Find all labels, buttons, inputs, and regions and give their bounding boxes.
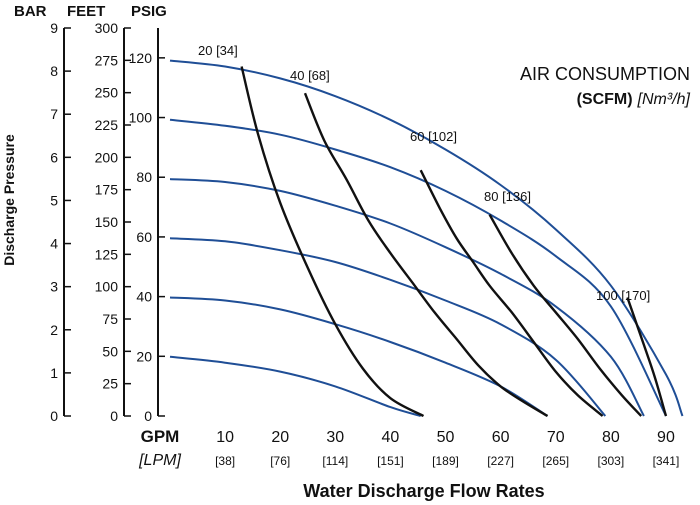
x-tick-label-lpm: [227] bbox=[487, 454, 514, 468]
x-tick-label-gpm: 40 bbox=[382, 429, 400, 446]
y-tick-label: 9 bbox=[50, 20, 58, 36]
air-consumption-curve bbox=[303, 92, 549, 418]
y-tick-label: 2 bbox=[50, 322, 58, 338]
y-tick-label: 7 bbox=[50, 106, 58, 122]
legend-line-1: AIR CONSUMPTION bbox=[520, 64, 690, 84]
pressure-curves bbox=[169, 59, 684, 417]
y-tick-label: 60 bbox=[136, 229, 152, 245]
pressure-curve bbox=[169, 355, 421, 417]
air-curve-label: 20 [34] bbox=[198, 43, 238, 58]
x-tick-label-gpm: 10 bbox=[216, 429, 234, 446]
y-tick-label: 150 bbox=[95, 214, 119, 230]
axis-header: FEET bbox=[67, 3, 105, 20]
annotation-layer: 20 [34] 40 [68] 60 [102] 80 [136] 100 [170] bbox=[198, 43, 650, 303]
x-tick-label-lpm: [189] bbox=[432, 454, 459, 468]
pressure-curve bbox=[169, 178, 645, 417]
x-axis-title: Water Discharge Flow Rates bbox=[303, 481, 544, 501]
pressure-curve bbox=[169, 237, 607, 417]
x-unit-lpm: [LPM] bbox=[138, 452, 181, 469]
air-consumption-curves bbox=[240, 66, 668, 418]
y-tick-label: 20 bbox=[136, 348, 152, 364]
y-tick-label: 200 bbox=[95, 149, 119, 165]
y-tick-label: 275 bbox=[95, 52, 119, 68]
y-tick-label: 225 bbox=[95, 117, 119, 133]
legend-unit-nm3h: [Nm³/h] bbox=[637, 91, 691, 108]
legend-line-2: (SCFM) [Nm³/h] bbox=[577, 91, 691, 108]
x-tick-label-gpm: 60 bbox=[492, 429, 510, 446]
air-consumption-curve bbox=[488, 213, 643, 417]
y-tick-label: 0 bbox=[110, 408, 118, 424]
y-tick-label: 300 bbox=[95, 20, 119, 36]
air-curve-label: 40 [68] bbox=[290, 68, 330, 83]
y-tick-label: 6 bbox=[50, 149, 58, 165]
air-curve-label: 60 [102] bbox=[410, 129, 457, 144]
y-tick-label: 40 bbox=[136, 289, 152, 305]
x-tick-label-gpm: 20 bbox=[271, 429, 289, 446]
x-tick-label-gpm: 80 bbox=[602, 429, 620, 446]
y-tick-label: 3 bbox=[50, 279, 58, 295]
y-tick-label: 120 bbox=[129, 50, 153, 66]
y-tick-label: 80 bbox=[136, 169, 152, 185]
x-tick-label-lpm: [151] bbox=[377, 454, 404, 468]
y-tick-label: 125 bbox=[95, 246, 119, 262]
x-tick-label-gpm: 30 bbox=[326, 429, 344, 446]
y-tick-label: 50 bbox=[102, 343, 118, 359]
x-tick-label-lpm: [38] bbox=[215, 454, 235, 468]
x-tick-label-gpm: 70 bbox=[547, 429, 565, 446]
x-unit-gpm: GPM bbox=[141, 427, 180, 446]
y-tick-label: 1 bbox=[50, 365, 58, 381]
air-consumption-curve bbox=[240, 66, 425, 418]
x-tick-label-gpm: 90 bbox=[657, 429, 675, 446]
axis-header: PSIG bbox=[131, 3, 167, 20]
x-tick-label-lpm: [76] bbox=[270, 454, 290, 468]
y-tick-label: 0 bbox=[50, 408, 58, 424]
y-tick-label: 100 bbox=[95, 279, 119, 295]
pressure-curve bbox=[169, 118, 667, 417]
air-curve-label: 80 [136] bbox=[484, 189, 531, 204]
y-tick-label: 25 bbox=[102, 376, 118, 392]
x-tick-label-lpm: [303] bbox=[597, 454, 624, 468]
x-tick-label-lpm: [265] bbox=[542, 454, 569, 468]
axes-layer: BAR9876543210FEET30027525022520017515012… bbox=[14, 3, 679, 468]
y-tick-label: 5 bbox=[50, 192, 58, 208]
pressure-curve bbox=[169, 296, 549, 417]
y-tick-label: 8 bbox=[50, 63, 58, 79]
air-curve-label: 100 [170] bbox=[596, 288, 650, 303]
air-consumption-curve bbox=[419, 169, 604, 417]
y-tick-label: 75 bbox=[102, 311, 118, 327]
x-tick-label-lpm: [341] bbox=[653, 454, 680, 468]
axis-header: BAR bbox=[14, 3, 47, 20]
y-tick-label: 100 bbox=[129, 110, 153, 126]
x-tick-label-gpm: 50 bbox=[437, 429, 455, 446]
legend-unit-scfm: (SCFM) bbox=[577, 91, 633, 108]
air-consumption-curve bbox=[626, 297, 668, 417]
y-axis-title: Discharge Pressure bbox=[1, 134, 17, 266]
y-tick-label: 250 bbox=[95, 85, 119, 101]
x-tick-label-lpm: [114] bbox=[322, 454, 348, 468]
y-tick-label: 0 bbox=[144, 408, 152, 424]
y-tick-label: 4 bbox=[50, 236, 58, 252]
y-tick-label: 175 bbox=[95, 182, 119, 198]
